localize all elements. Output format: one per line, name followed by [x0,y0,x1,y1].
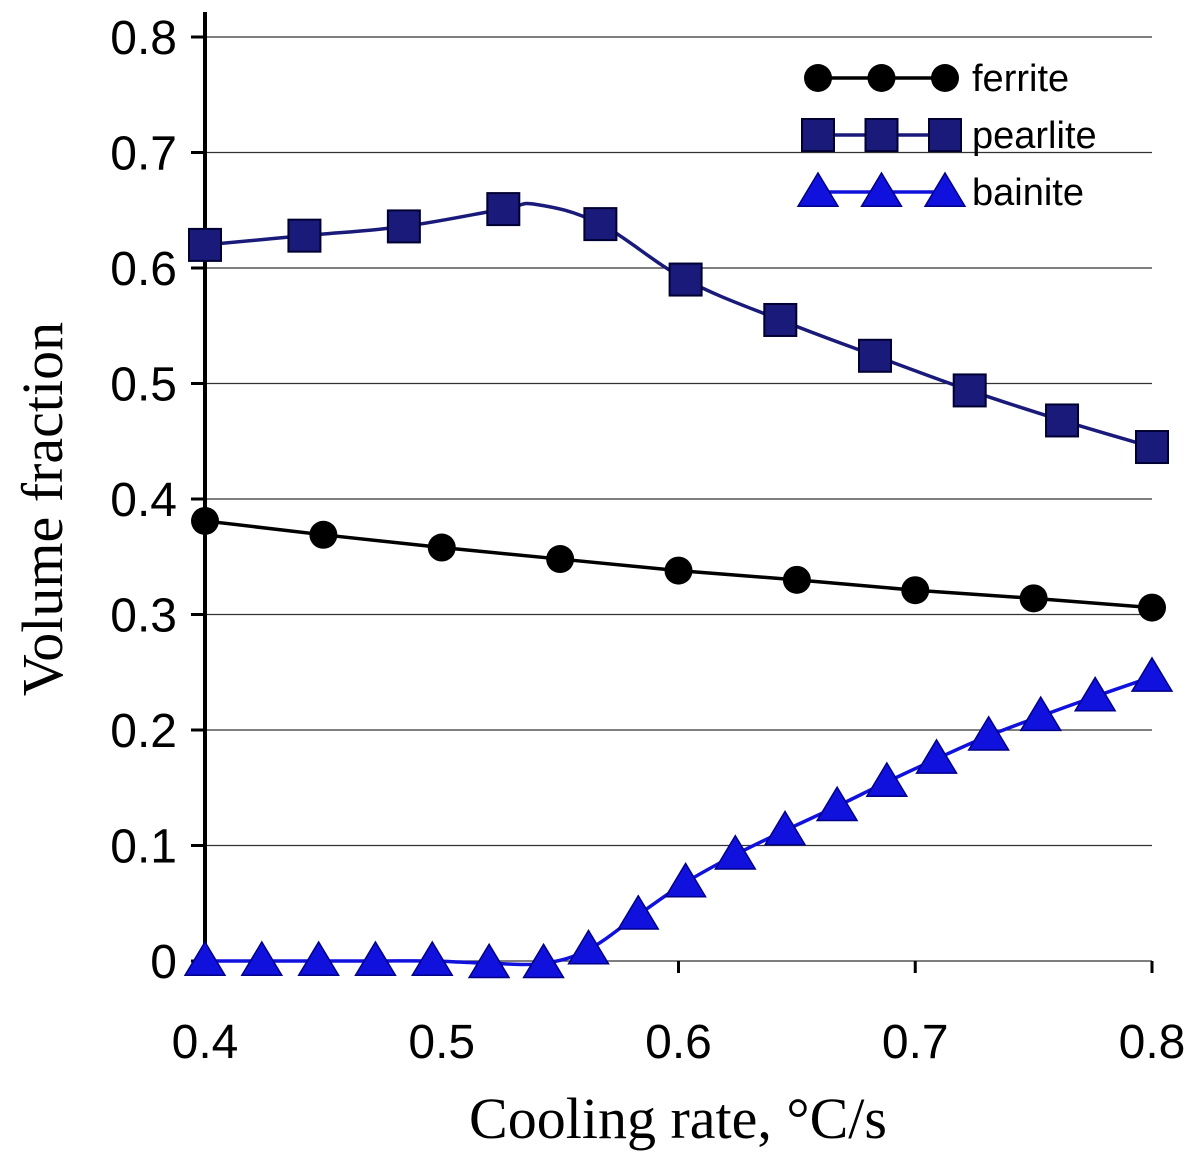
data-point-pearlite [858,338,893,373]
axes [191,12,1154,973]
series-bainite [183,656,1174,979]
data-point-pearlite [1135,430,1169,465]
x-tick-label: 0.5 [408,1016,475,1069]
y-tick-label: 0.6 [110,243,177,296]
data-point-bainite [467,942,511,979]
legend-marker [923,171,967,207]
legend-item-pearlite: pearlite [801,115,1097,157]
data-point-bainite [714,834,757,870]
legend-marker [864,118,899,152]
legend-item-ferrite: ferrite [804,58,1069,100]
legend-marker [860,171,903,207]
legend-item-bainite: bainite [796,171,1084,214]
data-point-bainite [411,940,454,976]
data-point-bainite [1019,695,1063,732]
legend-marker [804,64,832,92]
x-axis-title: Cooling rate, °C/s [469,1086,887,1151]
legend-marker [928,118,962,152]
legend-label: bainite [972,172,1084,214]
y-tick-label: 0.3 [110,590,177,643]
data-point-ferrite [901,576,930,605]
data-point-bainite [1130,656,1174,692]
data-point-ferrite [782,565,811,594]
data-point-bainite [522,942,565,979]
data-point-ferrite [309,520,338,549]
x-tick-label: 0.7 [882,1016,949,1069]
data-point-ferrite [1019,584,1048,613]
x-tick-label: 0.4 [172,1016,239,1069]
y-tick-label: 0.7 [110,128,177,181]
legend-label: pearlite [972,115,1097,157]
x-tick-label: 0.6 [645,1016,712,1069]
data-point-bainite [664,862,707,898]
y-tick-label: 0.8 [110,12,177,65]
y-tick-label: 0 [150,936,177,989]
y-tick-label: 0.4 [110,474,177,527]
data-point-bainite [240,940,284,976]
x-tick-label: 0.8 [1119,1016,1186,1069]
data-point-pearlite [763,302,798,337]
data-point-ferrite [664,556,693,585]
data-point-ferrite [191,506,219,535]
legend-label: ferrite [972,58,1069,100]
data-point-bainite [915,738,958,774]
data-point-bainite [354,940,397,976]
data-point-pearlite [386,209,421,244]
data-point-pearlite [486,192,521,227]
legend: ferrite pearlite bainite [796,58,1097,214]
legend-marker [867,64,896,92]
data-point-ferrite [1138,593,1166,622]
data-point-pearlite [668,262,703,297]
tick-labels: 0 0.1 0.2 0.3 0.4 0.5 0.6 0.7 0.8 0.4 0.5 0.6 0.7 0.8 [110,12,1185,1069]
y-tick-label: 0.1 [110,821,177,874]
y-tick-label: 0.5 [110,359,177,412]
data-point-pearlite [188,227,222,262]
legend-marker [796,171,840,207]
data-point-bainite [763,810,807,846]
data-point-bainite [967,715,1010,751]
y-tick-label: 0.2 [110,705,177,758]
series-line-bainite [205,675,1153,967]
data-point-ferrite [427,533,456,562]
data-point-pearlite [583,207,618,242]
data-point-bainite [567,928,610,965]
series-layer [183,192,1174,979]
data-point-bainite [297,940,340,976]
data-point-pearlite [287,218,322,253]
data-point-bainite [815,785,859,822]
data-point-pearlite [952,373,987,408]
y-axis-title: Volume fraction [10,322,75,696]
data-point-bainite [1073,676,1117,712]
series-pearlite [188,192,1169,465]
data-point-bainite [616,894,660,930]
data-point-bainite [865,761,909,797]
legend-marker [931,64,959,92]
series-ferrite [191,506,1166,622]
legend-marker [801,118,835,152]
data-point-bainite [183,940,227,976]
data-point-pearlite [1045,403,1080,438]
series-line-pearlite [204,201,1153,449]
data-point-ferrite [546,545,575,574]
